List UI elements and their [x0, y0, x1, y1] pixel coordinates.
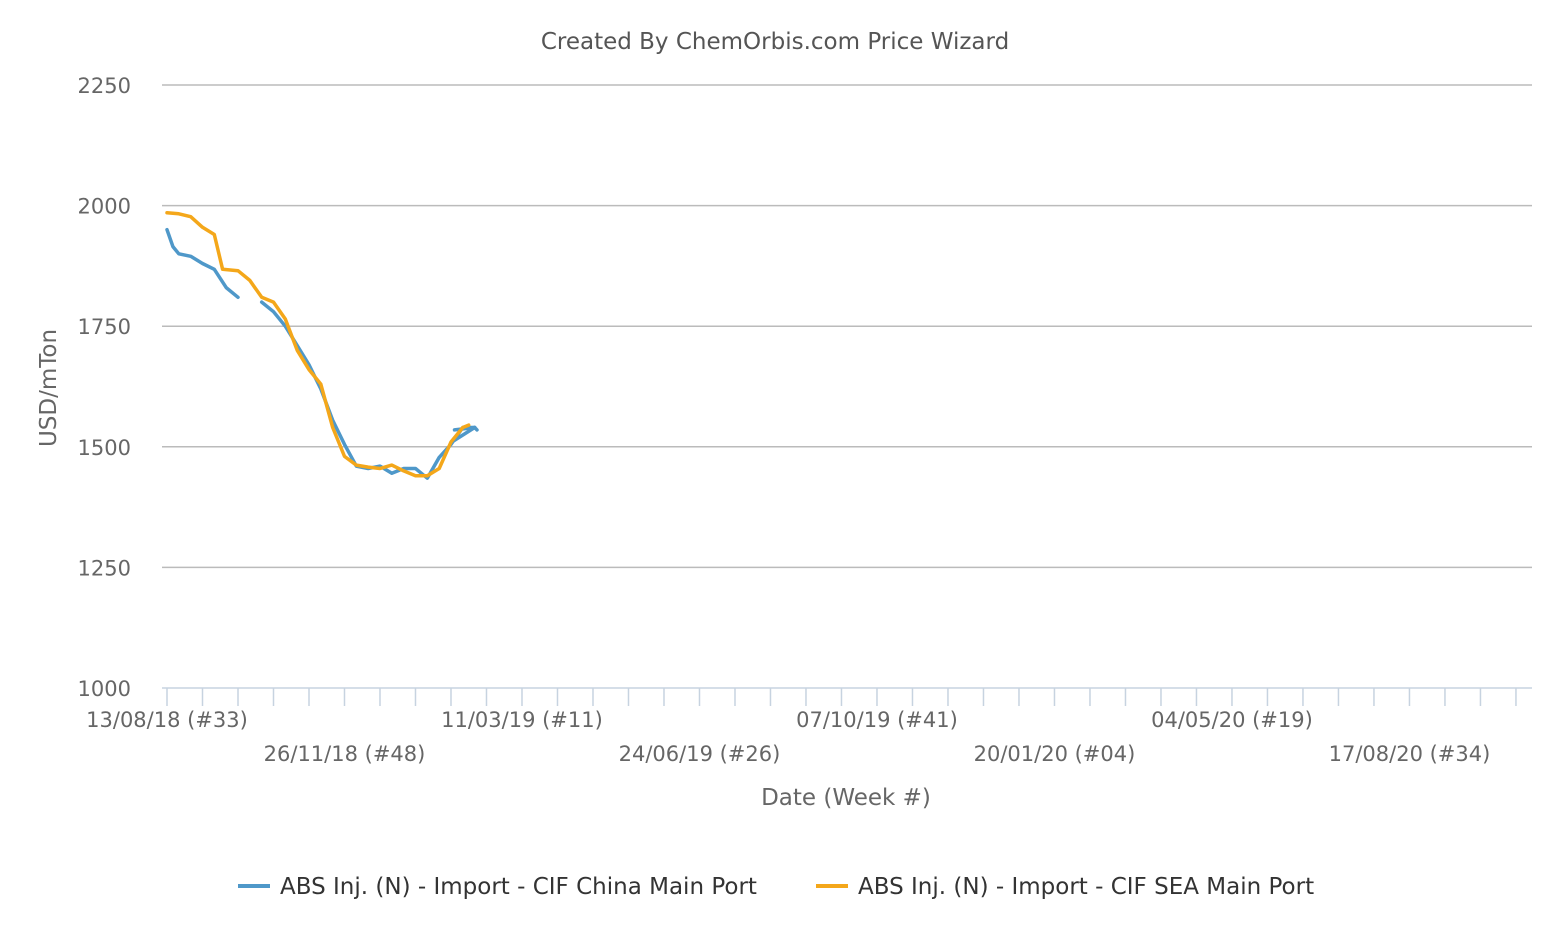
legend-item-2[interactable]: ABS Inj. (N) - Import - CIF SEA Main Por…: [816, 874, 1314, 900]
grid-lines: [162, 84, 1532, 569]
y-tick-label: 1000: [78, 677, 131, 701]
x-tick-label: 24/06/19 (#26): [619, 742, 781, 766]
series-line-1: [165, 227, 240, 300]
series-line-1: [259, 300, 477, 480]
series-line-2: [165, 211, 471, 478]
x-axis-title: Date (Week #): [761, 785, 931, 811]
y-tick-label: 1750: [78, 315, 131, 339]
x-tick-label: 11/03/19 (#11): [441, 708, 603, 732]
y-tick-label: 1250: [78, 556, 131, 580]
y-tick-label: 1500: [78, 436, 131, 460]
legend-label: ABS Inj. (N) - Import - CIF SEA Main Por…: [858, 874, 1314, 900]
x-tick-label: 17/08/20 (#34): [1329, 742, 1491, 766]
y-tick-label: 2000: [78, 195, 131, 219]
x-tick-label: 07/10/19 (#41): [796, 708, 958, 732]
series-line-1: [452, 425, 477, 432]
legend-label: ABS Inj. (N) - Import - CIF China Main P…: [280, 874, 757, 900]
x-tick-label: 13/08/18 (#33): [86, 708, 248, 732]
legend-item-1[interactable]: ABS Inj. (N) - Import - CIF China Main P…: [238, 874, 757, 900]
x-axis: 13/08/18 (#33) 26/11/18 (#48) 11/03/19 (#1…: [86, 687, 1532, 766]
y-tick-label: 2250: [78, 74, 131, 98]
y-axis: 1000 1250 1500 1750 2000 2250: [78, 74, 131, 701]
x-tick-label: 20/01/20 (#04): [974, 742, 1136, 766]
y-axis-title: USD/mTon: [36, 329, 62, 447]
legend: ABS Inj. (N) - Import - CIF China Main P…: [238, 874, 1314, 900]
x-tick-label: 26/11/18 (#48): [264, 742, 426, 766]
x-tick-label: 04/05/20 (#19): [1151, 708, 1313, 732]
series-line-1: [472, 425, 479, 432]
series-lines: [165, 211, 479, 480]
chart-title: Created By ChemOrbis.com Price Wizard: [541, 29, 1009, 55]
